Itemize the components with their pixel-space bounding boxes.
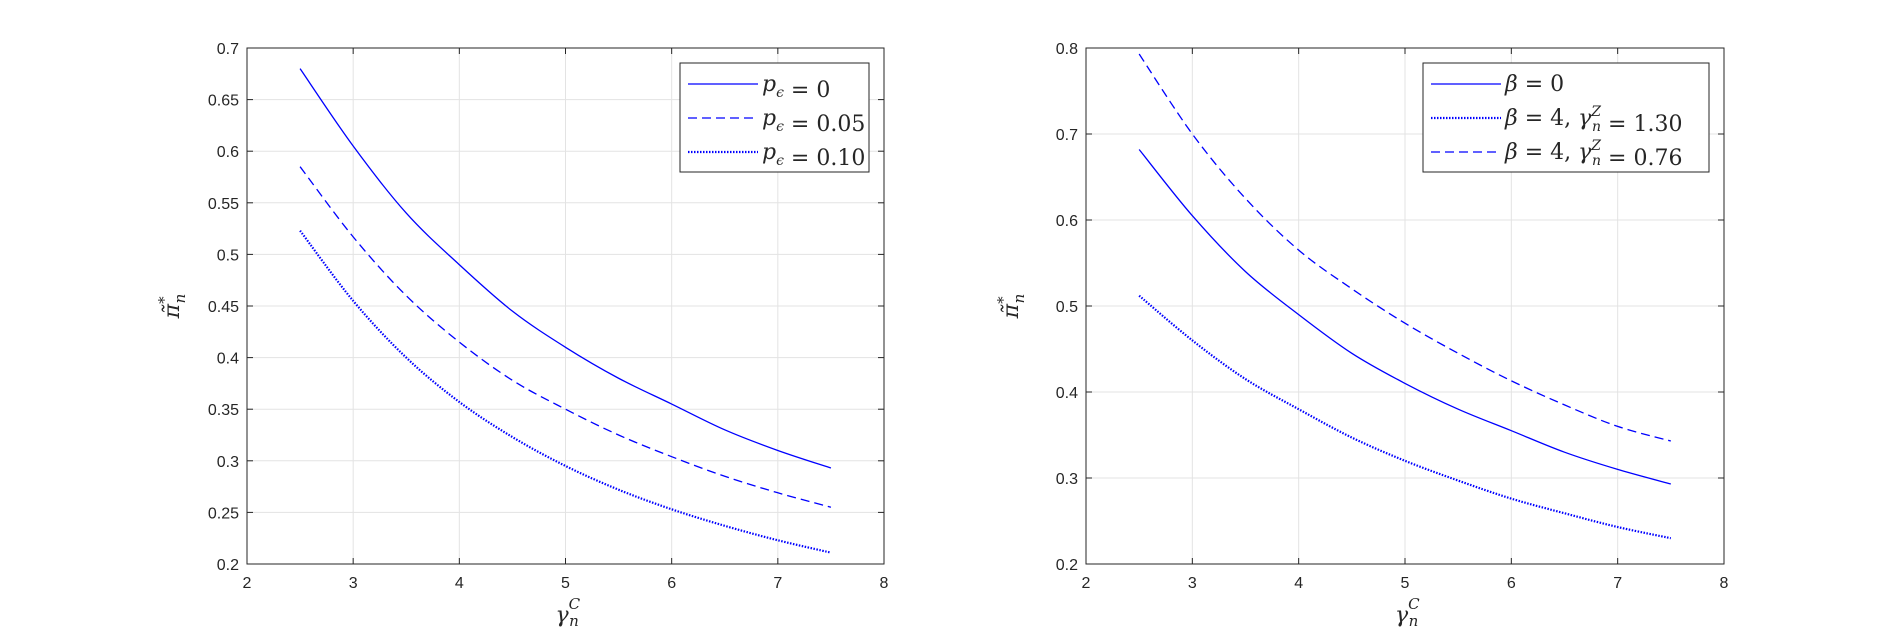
y-tick-label: 0.25: [208, 505, 239, 522]
left-chart: 2 3 4 5 6 7 8 0.2 0.25 0.3 0.35 0.4 0.45 0.5 0.55 0.6 0.…: [155, 41, 889, 630]
x-tick-label: 5: [1401, 575, 1410, 592]
y-tick-label: 0.8: [1056, 41, 1078, 58]
series-line-1: [1138, 294, 1672, 540]
x-tick-label: 3: [349, 575, 358, 592]
legend-entry-label: β = 0: [1504, 72, 1564, 97]
y-tick-label: 0.7: [217, 41, 239, 58]
y-tick-label: 0.6: [1056, 213, 1078, 230]
y-axis-label: π̃*n: [155, 294, 189, 320]
y-tick-label: 0.45: [208, 299, 239, 316]
series-line-2: [1138, 53, 1672, 442]
y-tick-label: 0.4: [1056, 385, 1078, 402]
x-tick-label: 8: [1720, 575, 1729, 592]
x-tick-label: 3: [1188, 575, 1197, 592]
series-line-0: [299, 68, 832, 469]
y-tick-label: 0.7: [1056, 127, 1078, 144]
y-axis-label: π̃*n: [994, 294, 1028, 320]
x-axis-label: γC n: [556, 595, 581, 630]
x-tick-label: 4: [1294, 575, 1303, 592]
series-line-1: [299, 166, 832, 508]
x-tick-label: 8: [880, 575, 889, 592]
legend-entry-label: β = 4, γZ n = 1.30: [1504, 104, 1682, 137]
series-line-0: [1138, 149, 1672, 485]
x-tick-label: 4: [455, 575, 464, 592]
y-tick-label: 0.2: [1056, 557, 1078, 574]
x-tick-label: 7: [1613, 575, 1622, 592]
x-tick-label: 6: [1507, 575, 1516, 592]
x-tick-label: 7: [773, 575, 782, 592]
y-tick-label: 0.4: [217, 351, 239, 368]
y-tick-label: 0.5: [1056, 299, 1078, 316]
y-tick-label: 0.55: [208, 196, 239, 213]
x-axis-label: γC n: [1395, 595, 1420, 630]
legend-entry-label: pϵ = 0.05: [762, 106, 865, 137]
x-tick-label: 2: [243, 575, 252, 592]
y-tick-label: 0.3: [1056, 471, 1078, 488]
y-tick-label: 0.5: [217, 247, 239, 264]
series-line-2: [299, 229, 832, 554]
y-tick-label: 0.65: [208, 93, 239, 110]
y-tick-label: 0.6: [217, 144, 239, 161]
legend: β = 0 β = 4, γZ n = 1.30β = 4, γZ n = 0.76: [1422, 62, 1710, 173]
legend-entry-label: pϵ = 0.10: [762, 140, 865, 171]
right-chart: 2 3 4 5 6 7 8 0.2 0.3 0.4 0.5 0.6 0.7 0.8 β = 0 β = 4, …: [994, 41, 1729, 630]
y-tick-label: 0.35: [208, 402, 239, 419]
x-tick-label: 6: [667, 575, 676, 592]
x-tick-label: 5: [561, 575, 570, 592]
y-tick-label: 0.2: [217, 557, 239, 574]
legend-entry-label: β = 4, γZ n = 0.76: [1504, 138, 1682, 171]
legend-box: [679, 62, 870, 173]
x-tick-label: 2: [1082, 575, 1091, 592]
legend-entry-label: pϵ = 0: [762, 72, 830, 103]
y-tick-label: 0.3: [217, 454, 239, 471]
